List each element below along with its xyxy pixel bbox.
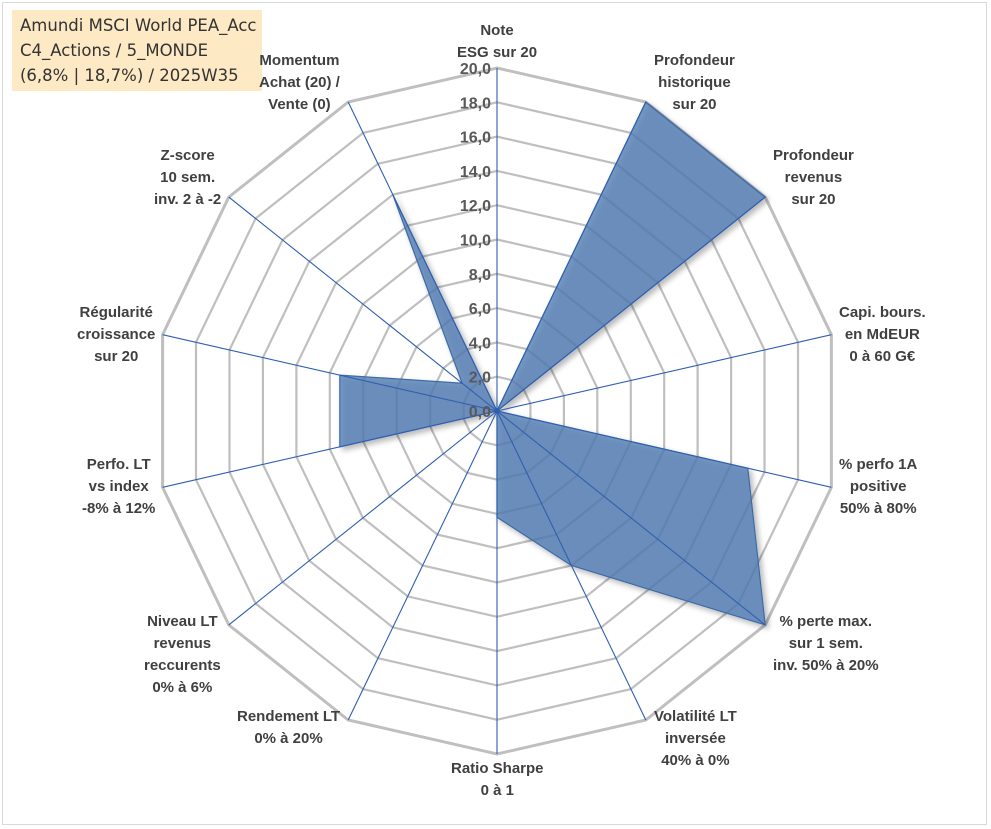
axis-spoke-7 — [496, 410, 647, 721]
category-label-line: sur 20 — [94, 348, 139, 365]
category-label-line: inversée — [664, 730, 726, 747]
tick-label: 16,0 — [460, 130, 491, 147]
category-label-11: Perfo. LT vs index -8% à 12% — [82, 454, 155, 520]
axis-spoke-9 — [347, 410, 498, 721]
category-label-line: sur 20 — [791, 191, 836, 208]
radar-series — [339, 101, 767, 626]
category-label-line: 10 sem. — [160, 169, 216, 186]
axis-spoke-5 — [496, 410, 832, 488]
category-label-line: reccurents — [144, 657, 221, 674]
category-label-line: sur 20 — [672, 96, 717, 113]
tick-label: 14,0 — [460, 164, 491, 181]
category-label-line: 40% à 0% — [661, 752, 730, 769]
axis-spoke-14 — [347, 101, 498, 412]
category-label-6: % perte max. sur 1 sem. inv. 50% à 20% — [773, 611, 879, 677]
radar-axes — [162, 68, 832, 754]
tick-label: 4,0 — [469, 335, 491, 352]
category-label-line: Perfo. LT — [86, 456, 151, 473]
category-label-5: % perfo 1A positive 50% à 80% — [839, 454, 917, 520]
title-line-category: C4_Actions / 5_MONDE — [20, 41, 209, 60]
category-label-line: 50% à 80% — [839, 500, 917, 517]
category-label-line: % perte max. — [779, 613, 873, 630]
category-label-8: Ratio Sharpe 0 à 1 — [451, 758, 544, 802]
category-label-line: Rendement LT — [237, 708, 341, 725]
category-label-10: Niveau LT revenus reccurents 0% à 6% — [144, 611, 221, 699]
category-label-line: Régularité — [79, 304, 153, 321]
axis-spoke-12 — [162, 334, 498, 412]
category-label-line: Volatilité LT — [654, 708, 737, 725]
category-label-line: sur 1 sem. — [788, 635, 863, 652]
category-label-line: Momentum — [259, 52, 340, 69]
chart-title-box: Amundi MSCI World PEA_Acc C4_Actions / 5… — [12, 10, 262, 91]
axis-spoke-13 — [228, 196, 498, 412]
category-label-9: Rendement LT 0% à 20% — [237, 706, 340, 750]
axis-spoke-6 — [496, 410, 766, 626]
category-label-14: Momentum Achat (20) / Vente (0) — [259, 50, 340, 116]
axis-spoke-3 — [496, 196, 766, 412]
category-label-line: Z-score — [160, 147, 215, 164]
axis-spoke-11 — [162, 410, 498, 488]
category-label-12: Régularité croissance sur 20 — [77, 302, 155, 368]
axis-spoke-10 — [228, 410, 498, 626]
tick-label: 10,0 — [460, 233, 491, 250]
category-label-1: Note ESG sur 20 — [457, 20, 537, 64]
category-label-line: 0 à 1 — [480, 782, 514, 799]
category-label-line: Vente (0) — [268, 96, 331, 113]
category-label-line: 0% à 6% — [152, 679, 213, 696]
title-line-fund: Amundi MSCI World PEA_Acc — [20, 16, 257, 35]
tick-label: 6,0 — [469, 301, 491, 318]
category-label-line: revenus — [784, 169, 843, 186]
category-label-line: ESG sur 20 — [457, 44, 538, 61]
series-area — [339, 101, 767, 626]
category-label-line: en MdEUR — [844, 326, 920, 343]
tick-label: 8,0 — [469, 267, 491, 284]
category-label-line: Niveau LT — [147, 613, 218, 630]
category-label-7: Volatilité LT inversée 40% à 0% — [654, 706, 737, 772]
category-label-line: revenus — [153, 635, 212, 652]
category-label-line: historique — [658, 74, 731, 91]
category-label-line: inv. 2 à -2 — [154, 191, 222, 208]
category-label-line: croissance — [77, 326, 156, 343]
axis-spoke-2 — [496, 101, 647, 412]
category-label-line: Note — [480, 22, 514, 39]
tick-label: 20,0 — [460, 61, 491, 78]
category-label-line: Profondeur — [773, 147, 854, 164]
category-label-2: Profondeur historique sur 20 — [654, 50, 735, 116]
category-label-line: 0% à 20% — [254, 730, 323, 747]
radial-tick-labels: 0,0 2,0 4,0 6,0 8,0 10,0 12,0 14,0 16,0 18,0 20,0 — [460, 61, 491, 421]
category-label-line: 0 à 60 G€ — [849, 348, 916, 365]
tick-label: 2,0 — [469, 370, 491, 387]
title-line-stats: (6,8% | 18,7%) / 2025W35 — [20, 66, 239, 85]
category-label-line: inv. 50% à 20% — [773, 657, 879, 674]
category-label-line: Profondeur — [654, 52, 735, 69]
category-label-3: Profondeur revenus sur 20 — [773, 145, 854, 211]
tick-label: 12,0 — [460, 198, 491, 215]
category-label-line: Ratio Sharpe — [451, 760, 544, 777]
category-label-4: Capi. bours. en MdEUR 0 à 60 G€ — [839, 302, 926, 368]
category-label-line: -8% à 12% — [82, 500, 156, 517]
category-label-line: vs index — [88, 478, 149, 495]
axis-spoke-4 — [496, 334, 832, 412]
tick-label: 18,0 — [460, 95, 491, 112]
category-label-line: % perfo 1A — [839, 456, 918, 473]
category-label-13: Z-score 10 sem. inv. 2 à -2 — [154, 145, 221, 211]
category-label-line: Capi. bours. — [839, 304, 926, 321]
tick-label: 0,0 — [469, 404, 491, 421]
category-label-line: positive — [849, 478, 907, 495]
category-label-line: Achat (20) / — [259, 74, 340, 91]
